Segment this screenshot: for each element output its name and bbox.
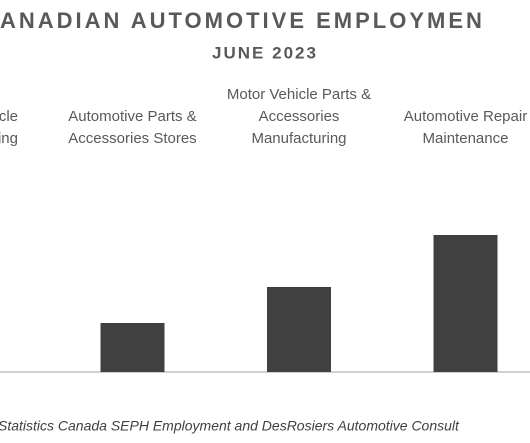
category-label: Motor Vehicle Parts &	[227, 86, 371, 103]
category-label: Accessories	[259, 108, 340, 125]
category-label: Accessories Stores	[68, 130, 196, 147]
bar	[433, 235, 498, 372]
category-label: Maintenance	[423, 130, 509, 147]
bar	[100, 323, 165, 372]
source-note: Statistics Canada SEPH Employment and De…	[0, 418, 460, 434]
category-label: Manufacturing	[251, 130, 346, 147]
category-label: cle	[0, 108, 18, 125]
bar	[267, 287, 331, 372]
category-label: Automotive Parts &	[68, 108, 196, 125]
chart-subtitle: JUNE 2023	[212, 43, 318, 62]
chart-title: ANADIAN AUTOMOTIVE EMPLOYMEN	[0, 8, 485, 33]
category-label: ing	[0, 130, 18, 147]
category-label: Automotive Repair	[404, 108, 527, 125]
